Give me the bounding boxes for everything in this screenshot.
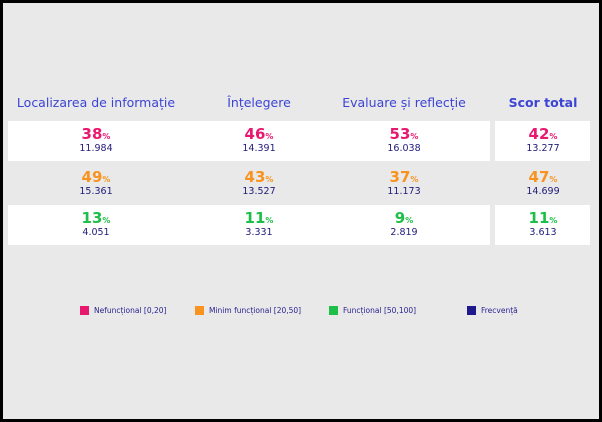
percent-value: 49: [81, 168, 103, 186]
percent-value: 53: [389, 125, 411, 143]
row-background: [495, 205, 590, 245]
percent: 37%: [390, 168, 419, 186]
percent: 38%: [82, 125, 111, 143]
percent-unit: %: [265, 216, 274, 225]
row-background: [8, 121, 490, 161]
percent-unit: %: [265, 175, 274, 184]
column-header: Scor total: [508, 95, 578, 110]
count: 14.391: [242, 143, 276, 154]
legend-swatch: [80, 306, 89, 315]
percent-value: 37: [389, 168, 411, 186]
legend-label: Funcțional [50,100]: [343, 306, 417, 315]
percent: 43%: [245, 168, 274, 186]
percent-value: 9: [394, 209, 406, 227]
percent: 53%: [390, 125, 419, 143]
column-header: Înțelegere: [227, 95, 291, 110]
percent-value: 13: [81, 209, 103, 227]
column-header: Evaluare și reflecție: [342, 95, 466, 110]
percent-unit: %: [265, 132, 274, 141]
percent: 49%: [82, 168, 111, 186]
percent-unit: %: [102, 175, 111, 184]
count: 4.051: [82, 227, 110, 238]
column-header: Localizarea de informație: [16, 95, 176, 110]
percent-value: 11: [244, 209, 266, 227]
count: 15.361: [79, 186, 113, 197]
percent-value: 11: [528, 209, 550, 227]
percent-unit: %: [102, 216, 111, 225]
legend-swatch: [467, 306, 476, 315]
percent: 46%: [245, 125, 274, 143]
legend-swatch: [329, 306, 338, 315]
percent-unit: %: [410, 132, 419, 141]
count: 3.613: [529, 227, 557, 238]
percent-value: 38: [81, 125, 103, 143]
row-background: [495, 121, 590, 161]
percent-value: 42: [528, 125, 550, 143]
percent-unit: %: [549, 216, 558, 225]
legend-swatch: [195, 306, 204, 315]
percent-value: 47: [528, 168, 550, 186]
percent-unit: %: [549, 132, 558, 141]
percent-unit: %: [102, 132, 111, 141]
percent-unit: %: [410, 175, 419, 184]
count: 13.277: [526, 143, 560, 154]
percent: 13%: [82, 209, 111, 227]
count: 11.984: [79, 143, 113, 154]
percent-unit: %: [549, 175, 558, 184]
percent-unit: %: [405, 216, 414, 225]
percent: 9%: [395, 209, 413, 227]
percent: 11%: [245, 209, 274, 227]
count: 13.527: [242, 186, 276, 197]
percent: 11%: [529, 209, 558, 227]
legend-label: Nefuncțional [0,20]: [94, 306, 167, 315]
legend-label: Frecvență: [481, 306, 518, 315]
legend-label: Minim funcțional [20,50]: [209, 306, 302, 315]
count: 14.699: [526, 186, 560, 197]
count: 2.819: [390, 227, 418, 238]
percent-value: 43: [244, 168, 266, 186]
percent: 47%: [529, 168, 558, 186]
count: 3.331: [245, 227, 273, 238]
percent: 42%: [529, 125, 558, 143]
count: 11.173: [387, 186, 421, 197]
percent-value: 46: [244, 125, 266, 143]
row-background: [8, 205, 490, 245]
count: 16.038: [387, 143, 421, 154]
